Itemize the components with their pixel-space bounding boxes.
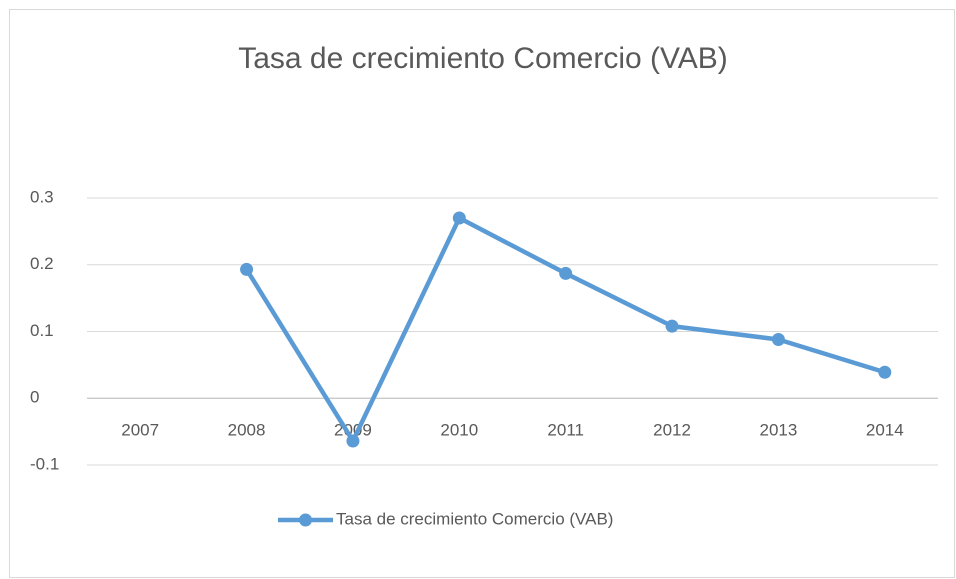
data-point bbox=[346, 434, 360, 448]
data-point bbox=[878, 365, 892, 379]
x-tick-label: 2013 bbox=[760, 421, 798, 440]
chart-title: Tasa de crecimiento Comercio (VAB) bbox=[238, 42, 728, 75]
y-tick-label: -0.1 bbox=[30, 454, 59, 473]
data-point bbox=[771, 333, 785, 347]
data-point bbox=[452, 211, 466, 225]
x-tick-label: 2012 bbox=[653, 421, 691, 440]
legend-label: Tasa de crecimiento Comercio (VAB) bbox=[336, 509, 613, 528]
x-tick-label: 2008 bbox=[228, 421, 266, 440]
x-tick-label: 2011 bbox=[547, 421, 584, 440]
x-tick-label: 2010 bbox=[440, 421, 478, 440]
chart-frame bbox=[9, 9, 955, 578]
legend-marker bbox=[299, 513, 312, 527]
y-tick-label: 0.3 bbox=[30, 187, 54, 206]
data-point bbox=[665, 319, 679, 333]
data-point bbox=[559, 266, 573, 280]
y-tick-label: 0 bbox=[30, 388, 39, 407]
y-tick-label: 0.2 bbox=[30, 254, 54, 273]
y-tick-label: 0.1 bbox=[30, 321, 54, 340]
x-tick-label: 2014 bbox=[866, 421, 904, 440]
data-point bbox=[240, 262, 254, 276]
x-tick-label: 2007 bbox=[121, 421, 159, 440]
